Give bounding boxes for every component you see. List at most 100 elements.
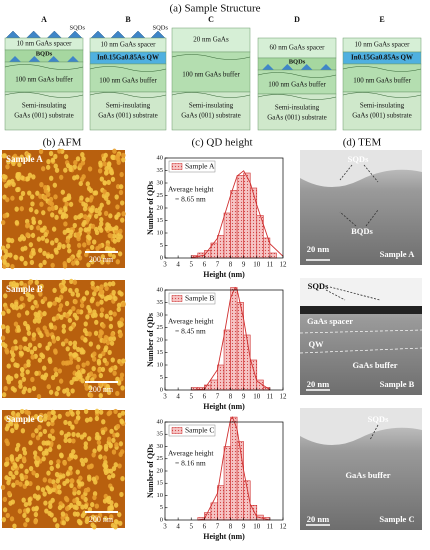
afm-dot xyxy=(72,312,78,318)
afm-dot xyxy=(5,512,10,519)
afm-dot xyxy=(62,460,67,466)
wavy-line xyxy=(89,66,167,72)
afm-dot xyxy=(65,195,71,201)
afm-dot xyxy=(17,161,22,168)
afm-dot xyxy=(46,486,51,492)
afm-sample: Sample A xyxy=(6,154,43,164)
afm-dot xyxy=(82,206,88,212)
afm-dot xyxy=(86,262,91,268)
afm-dot xyxy=(94,503,100,509)
afm-dot xyxy=(20,428,26,434)
legend-box xyxy=(168,160,216,173)
afm-dot xyxy=(95,301,101,307)
afm-dot xyxy=(103,170,109,176)
bar xyxy=(236,175,244,259)
afm-dot xyxy=(39,417,44,423)
afm-dot xyxy=(80,504,85,510)
afm-dot xyxy=(61,279,66,285)
x-tick-label: 8 xyxy=(229,523,233,531)
afm-dot xyxy=(54,167,60,173)
legend-label: Sample C xyxy=(185,426,214,435)
afm-dot xyxy=(46,384,51,390)
afm-dot xyxy=(11,159,16,165)
afm-sample: Sample C xyxy=(6,414,43,424)
afm-dot xyxy=(85,216,91,223)
afm-dot xyxy=(74,371,80,378)
afm-dot xyxy=(90,514,96,520)
afm-dot xyxy=(110,331,115,338)
afm-dot xyxy=(57,306,63,312)
afm-dot xyxy=(78,475,83,481)
afm-dot xyxy=(118,228,123,234)
afm-dot xyxy=(24,176,30,182)
afm-dot xyxy=(104,313,109,319)
afm-dot xyxy=(109,514,114,520)
afm-dot xyxy=(118,184,124,190)
afm-dot xyxy=(81,349,86,355)
afm-dot xyxy=(88,187,94,194)
afm-dot xyxy=(31,336,36,342)
afm-dot xyxy=(75,432,81,438)
afm-dot xyxy=(79,481,85,487)
afm-dot xyxy=(99,299,104,305)
x-tick-label: 11 xyxy=(267,261,274,269)
afm-dot xyxy=(121,152,126,158)
afm-dot xyxy=(66,257,72,264)
afm-dot xyxy=(6,308,11,314)
afm-dot xyxy=(50,428,55,434)
afm-dot xyxy=(42,428,48,435)
afm-dot xyxy=(103,334,109,341)
afm-dot xyxy=(8,470,13,477)
afm-dot xyxy=(64,201,69,207)
afm-dot xyxy=(29,259,35,266)
afm-dot xyxy=(73,299,78,305)
tem-label: GaAs buffer xyxy=(352,360,397,370)
afm-dot xyxy=(117,251,123,257)
afm-dot xyxy=(68,287,73,294)
afm-dot xyxy=(69,502,74,509)
bar xyxy=(210,502,218,521)
tem-label: GaAs spacer xyxy=(307,316,353,326)
afm-dot xyxy=(70,291,75,297)
afm-dot xyxy=(100,429,106,435)
wavy-line xyxy=(342,66,422,72)
bar xyxy=(230,287,238,391)
afm-dot xyxy=(99,307,105,313)
afm-dot xyxy=(77,214,82,220)
layer-text: Semi-insulating xyxy=(275,104,320,112)
afm-dot xyxy=(35,435,41,441)
afm-scale: 200 nm xyxy=(89,255,114,264)
y-tick-label: 30 xyxy=(157,311,164,318)
afm-dot xyxy=(47,446,53,453)
afm-dot xyxy=(51,479,56,485)
afm-dot xyxy=(45,345,50,351)
afm-dot xyxy=(75,156,81,162)
afm-dot xyxy=(30,376,35,383)
afm-dot xyxy=(14,419,19,425)
afm-dot xyxy=(50,374,56,381)
afm-dot xyxy=(30,432,36,438)
afm-dot xyxy=(30,201,35,207)
afm-dot xyxy=(28,207,34,213)
afm-dot xyxy=(58,378,64,384)
afm-dot xyxy=(52,325,58,331)
sqd-dot xyxy=(26,30,42,39)
wavy-line xyxy=(4,92,84,98)
afm-dot xyxy=(39,227,45,233)
afm-dot xyxy=(76,252,81,258)
tem-dark xyxy=(300,306,422,314)
afm-dot xyxy=(9,456,15,462)
afm-dot xyxy=(87,166,93,172)
afm-dot xyxy=(103,345,109,351)
afm-dot xyxy=(13,463,18,469)
wavy-line xyxy=(171,92,251,98)
afm-dot xyxy=(18,416,23,422)
afm-dot xyxy=(72,352,77,358)
afm-dot xyxy=(14,219,20,226)
afm-dot xyxy=(96,435,102,441)
tem-title: (d) TEM xyxy=(343,137,382,149)
afm-dot xyxy=(96,360,102,366)
x-tick-label: 10 xyxy=(253,523,261,531)
afm-dot xyxy=(83,321,88,327)
